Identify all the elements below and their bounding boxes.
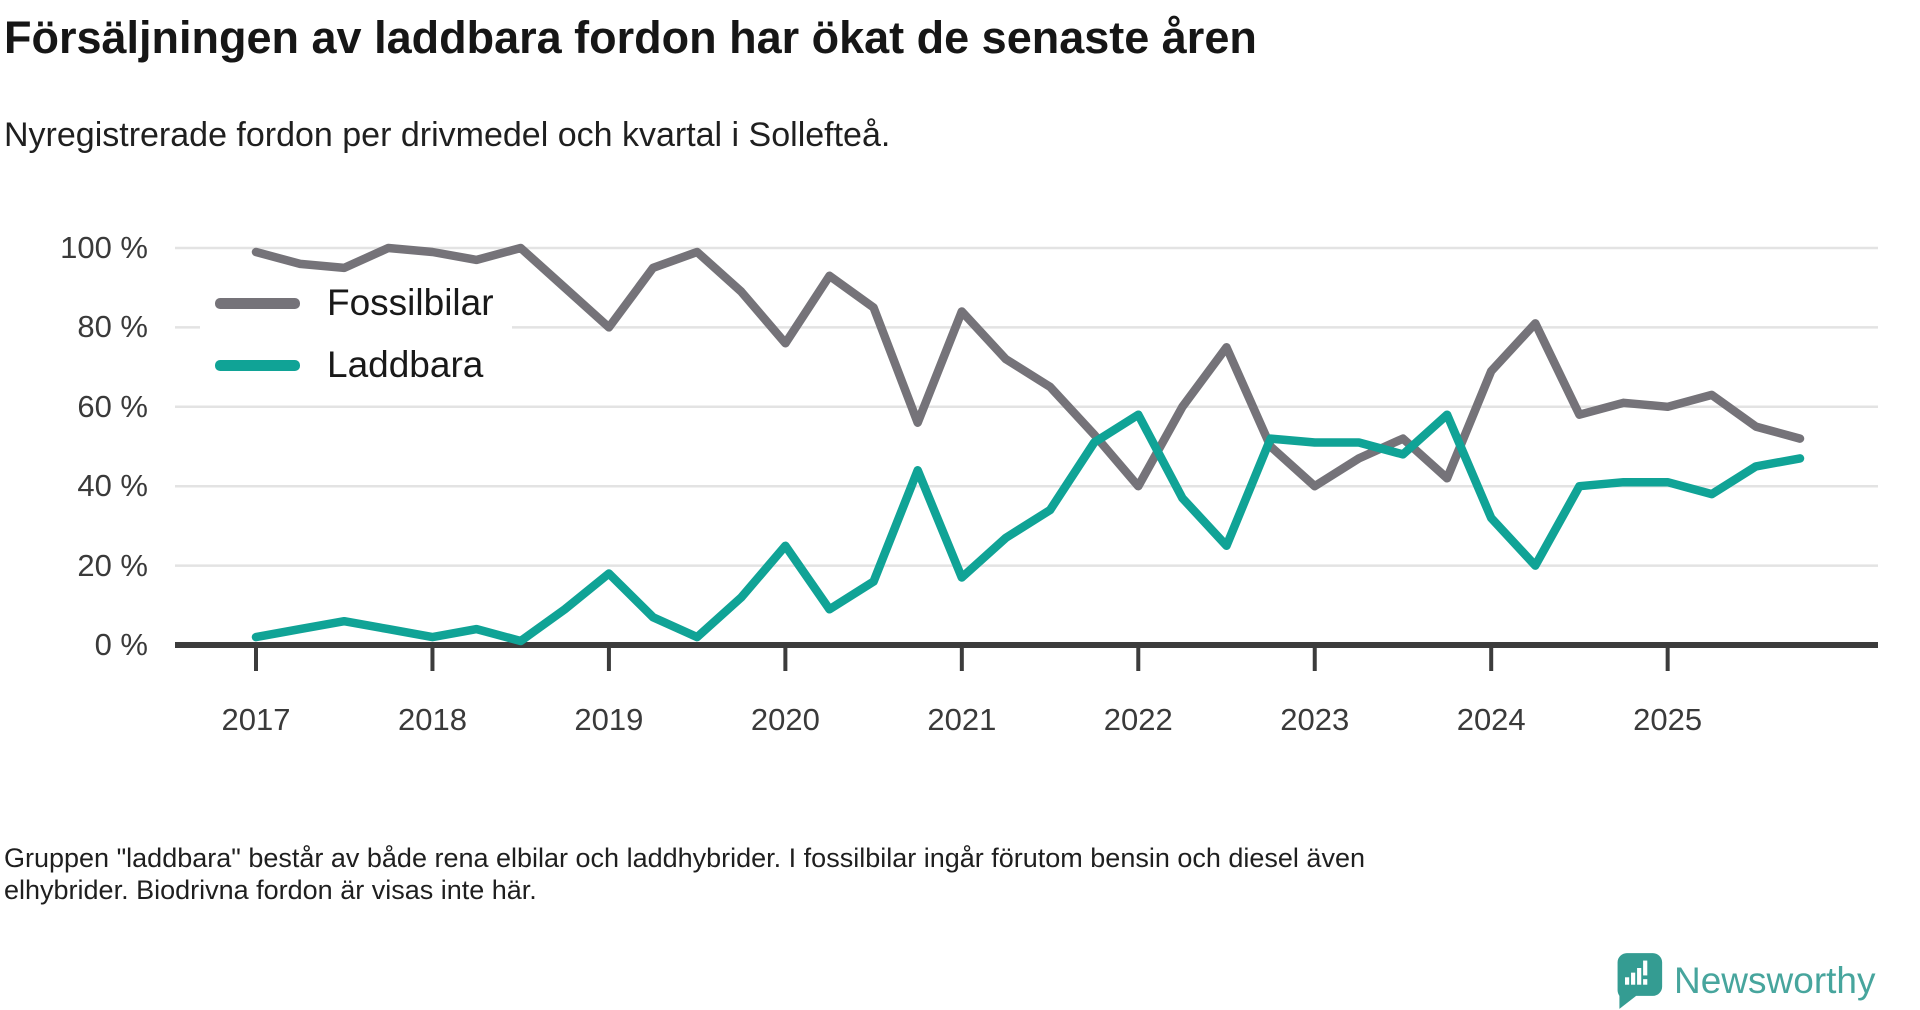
legend-label-fossilbilar: Fossilbilar <box>327 282 494 323</box>
x-axis-label: 2024 <box>1456 702 1526 737</box>
legend-item-fossilbilar: Fossilbilar <box>200 276 512 330</box>
chart-legend: Fossilbilar Laddbara <box>200 276 512 400</box>
x-axis-label: 2017 <box>221 702 291 737</box>
legend-label-laddbara: Laddbara <box>327 344 484 385</box>
legend-item-laddbara: Laddbara <box>200 338 512 392</box>
y-axis-label: 60 % <box>77 388 148 424</box>
newsworthy-logo-icon <box>1617 953 1663 1009</box>
footnote-line2: elhybrider. Biodrivna fordon är visas in… <box>4 875 537 905</box>
y-axis-label: 20 % <box>77 547 148 583</box>
y-axis-label: 80 % <box>77 309 148 345</box>
y-axis-label: 40 % <box>77 468 148 504</box>
x-axis-label: 2025 <box>1633 702 1703 737</box>
x-axis-label: 2022 <box>1103 702 1173 737</box>
y-axis-label: 0 % <box>94 627 148 662</box>
series-line-fossilbilar <box>251 243 1805 491</box>
footnote: Gruppen "laddbara" består av både rena e… <box>4 842 1604 906</box>
footnote-line1: Gruppen "laddbara" består av både rena e… <box>4 843 1365 873</box>
x-axis-label: 2019 <box>574 702 644 737</box>
newsworthy-logo-text: Newsworthy <box>1674 960 1876 1001</box>
laddbara-line-swatch <box>215 359 300 371</box>
chart-subtitle: Nyregistrerade fordon per drivmedel och … <box>4 116 891 154</box>
page-title: Försäljningen av laddbara fordon har öka… <box>4 12 1257 63</box>
x-axis-label: 2021 <box>927 702 997 737</box>
fossilbilar-line-swatch <box>215 297 300 309</box>
series-line-laddbara <box>251 410 1805 646</box>
newsworthy-logo: Newsworthy <box>1612 952 1876 1010</box>
x-axis-label: 2020 <box>750 702 820 737</box>
x-axis-label: 2018 <box>397 702 467 737</box>
x-axis-label: 2023 <box>1280 702 1350 737</box>
y-axis-label: 100 % <box>60 230 148 265</box>
